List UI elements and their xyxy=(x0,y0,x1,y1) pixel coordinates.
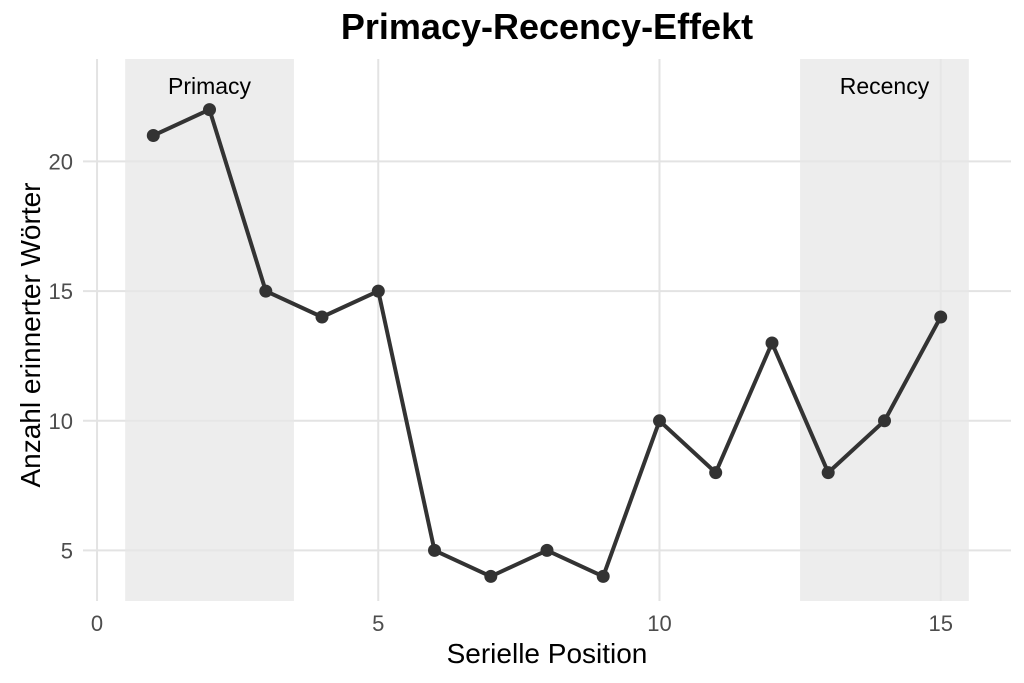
y-tick-label-5: 5 xyxy=(61,538,73,563)
x-tick-label-15: 15 xyxy=(928,611,952,636)
data-point-3 xyxy=(259,284,273,298)
data-point-15 xyxy=(934,310,948,324)
x-tick-label-0: 0 xyxy=(91,611,103,636)
data-point-1 xyxy=(146,129,160,142)
y-tick-label-20: 20 xyxy=(49,149,73,174)
region-label-recency: Recency xyxy=(840,73,930,99)
x-tick-label-5: 5 xyxy=(372,611,384,636)
data-point-5 xyxy=(371,284,385,298)
data-point-11 xyxy=(709,466,723,480)
region-recency xyxy=(800,59,969,601)
region-primacy xyxy=(125,59,294,601)
y-tick-label-10: 10 xyxy=(49,409,73,434)
y-tick-label-15: 15 xyxy=(49,279,73,304)
chart-title: Primacy-Recency-Effekt xyxy=(340,6,754,47)
data-point-8 xyxy=(540,543,554,557)
data-point-7 xyxy=(484,569,498,583)
x-tick-label-10: 10 xyxy=(647,611,671,636)
data-point-9 xyxy=(596,569,610,583)
y-axis-title: Anzahl erinnerter Wörter xyxy=(15,182,46,488)
data-point-14 xyxy=(878,414,891,428)
data-point-6 xyxy=(428,543,441,557)
data-point-10 xyxy=(653,414,666,428)
data-point-4 xyxy=(315,310,329,324)
data-point-12 xyxy=(765,336,779,350)
region-label-primacy: Primacy xyxy=(168,73,252,99)
x-axis-title: Serielle Position xyxy=(446,638,648,669)
data-point-2 xyxy=(203,103,216,117)
data-point-13 xyxy=(821,466,835,480)
